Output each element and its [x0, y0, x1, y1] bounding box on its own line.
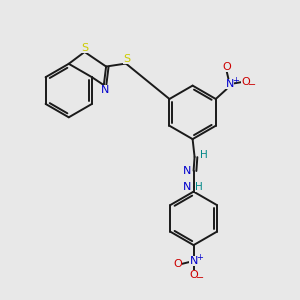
Text: O: O: [189, 270, 198, 280]
Text: O: O: [173, 259, 182, 269]
Text: S: S: [81, 43, 88, 53]
Text: H: H: [195, 182, 203, 192]
Text: N: N: [182, 166, 191, 176]
Text: O: O: [222, 62, 231, 72]
Text: +: +: [232, 76, 239, 85]
Text: S: S: [123, 54, 130, 64]
Text: N: N: [182, 182, 191, 192]
Text: H: H: [200, 150, 207, 160]
Text: N: N: [189, 256, 198, 266]
Text: N: N: [100, 85, 109, 95]
Text: +: +: [196, 253, 203, 262]
Text: −: −: [196, 273, 205, 283]
Text: −: −: [248, 80, 256, 90]
Text: O: O: [241, 77, 250, 87]
Text: N: N: [226, 79, 234, 89]
